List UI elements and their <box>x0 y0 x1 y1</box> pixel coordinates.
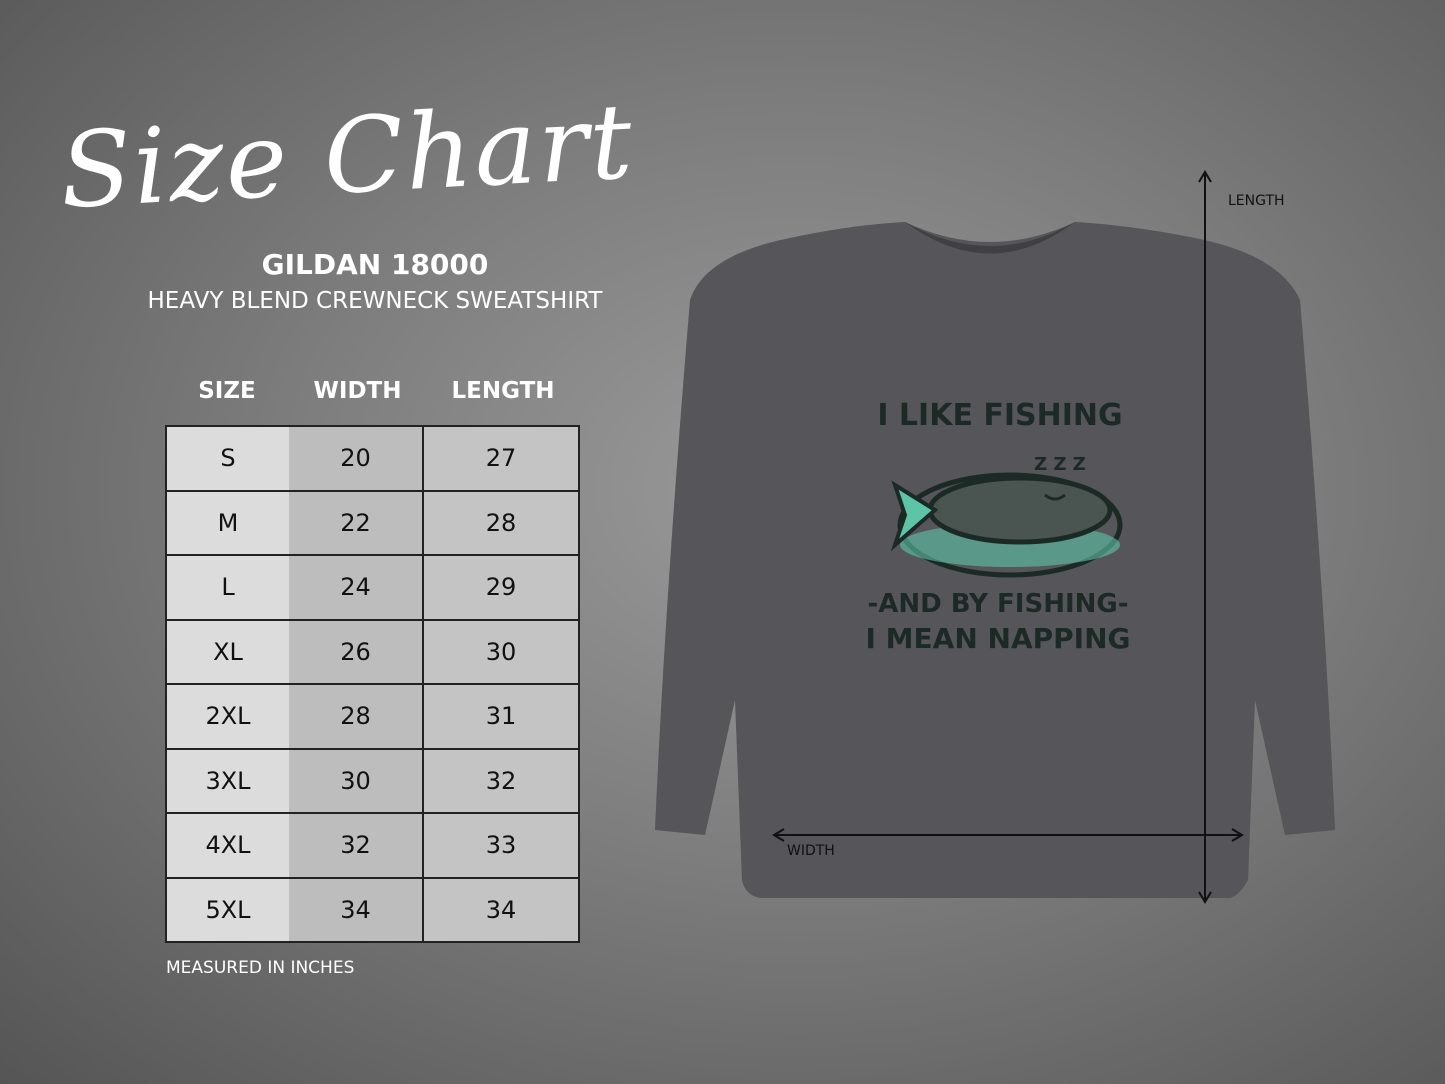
cell-length: 28 <box>422 489 580 556</box>
cell-size: XL <box>165 618 289 685</box>
cell-width: 24 <box>289 554 424 621</box>
table-row: 4XL 32 33 <box>165 812 580 879</box>
table-row: 3XL 30 32 <box>165 747 580 814</box>
cell-length: 33 <box>422 812 580 879</box>
cell-width: 34 <box>289 876 424 943</box>
table-row: M 22 28 <box>165 489 580 556</box>
cell-length: 31 <box>422 683 580 750</box>
cell-size: L <box>165 554 289 621</box>
table-row: L 24 29 <box>165 554 580 621</box>
header-size: SIZE <box>198 378 256 404</box>
length-arrow <box>1198 170 1212 904</box>
cell-size: 4XL <box>165 812 289 879</box>
cell-width: 26 <box>289 618 424 685</box>
table-row: XL 26 30 <box>165 618 580 685</box>
print-zzz: Z Z Z <box>1034 454 1086 475</box>
cell-width: 32 <box>289 812 424 879</box>
print-line2: -AND BY FISHING- <box>867 589 1128 619</box>
table-row: S 20 27 <box>165 425 580 492</box>
length-label: LENGTH <box>1228 193 1285 209</box>
cell-length: 29 <box>422 554 580 621</box>
collar <box>905 222 1075 254</box>
cell-size: 2XL <box>165 683 289 750</box>
cell-width: 20 <box>289 425 424 492</box>
cell-width: 30 <box>289 747 424 814</box>
product-description: HEAVY BLEND CREWNECK SWEATSHIRT <box>147 288 603 314</box>
cell-length: 32 <box>422 747 580 814</box>
header-length: LENGTH <box>451 378 555 404</box>
product-model: GILDAN 18000 <box>261 248 489 281</box>
units-note: MEASURED IN INCHES <box>166 958 355 978</box>
cell-width: 28 <box>289 683 424 750</box>
cell-length: 34 <box>422 876 580 943</box>
cell-size: 5XL <box>165 876 289 943</box>
width-label: WIDTH <box>787 843 835 859</box>
width-arrow <box>772 828 1244 842</box>
cell-length: 27 <box>422 425 580 492</box>
table-row: 2XL 28 31 <box>165 683 580 750</box>
print-line3: I MEAN NAPPING <box>866 622 1131 655</box>
cell-size: M <box>165 489 289 556</box>
fish-graphic <box>890 472 1123 578</box>
cell-size: 3XL <box>165 747 289 814</box>
table-row: 5XL 34 34 <box>165 876 580 943</box>
cell-size: S <box>165 425 289 492</box>
header-width: WIDTH <box>313 378 402 404</box>
cell-length: 30 <box>422 618 580 685</box>
size-table: S 20 27 M 22 28 L 24 29 XL 26 30 2XL 28 31 3XL 30 32 4XL 32… <box>165 425 580 943</box>
print-line1: I LIKE FISHING <box>877 398 1122 433</box>
cell-width: 22 <box>289 489 424 556</box>
